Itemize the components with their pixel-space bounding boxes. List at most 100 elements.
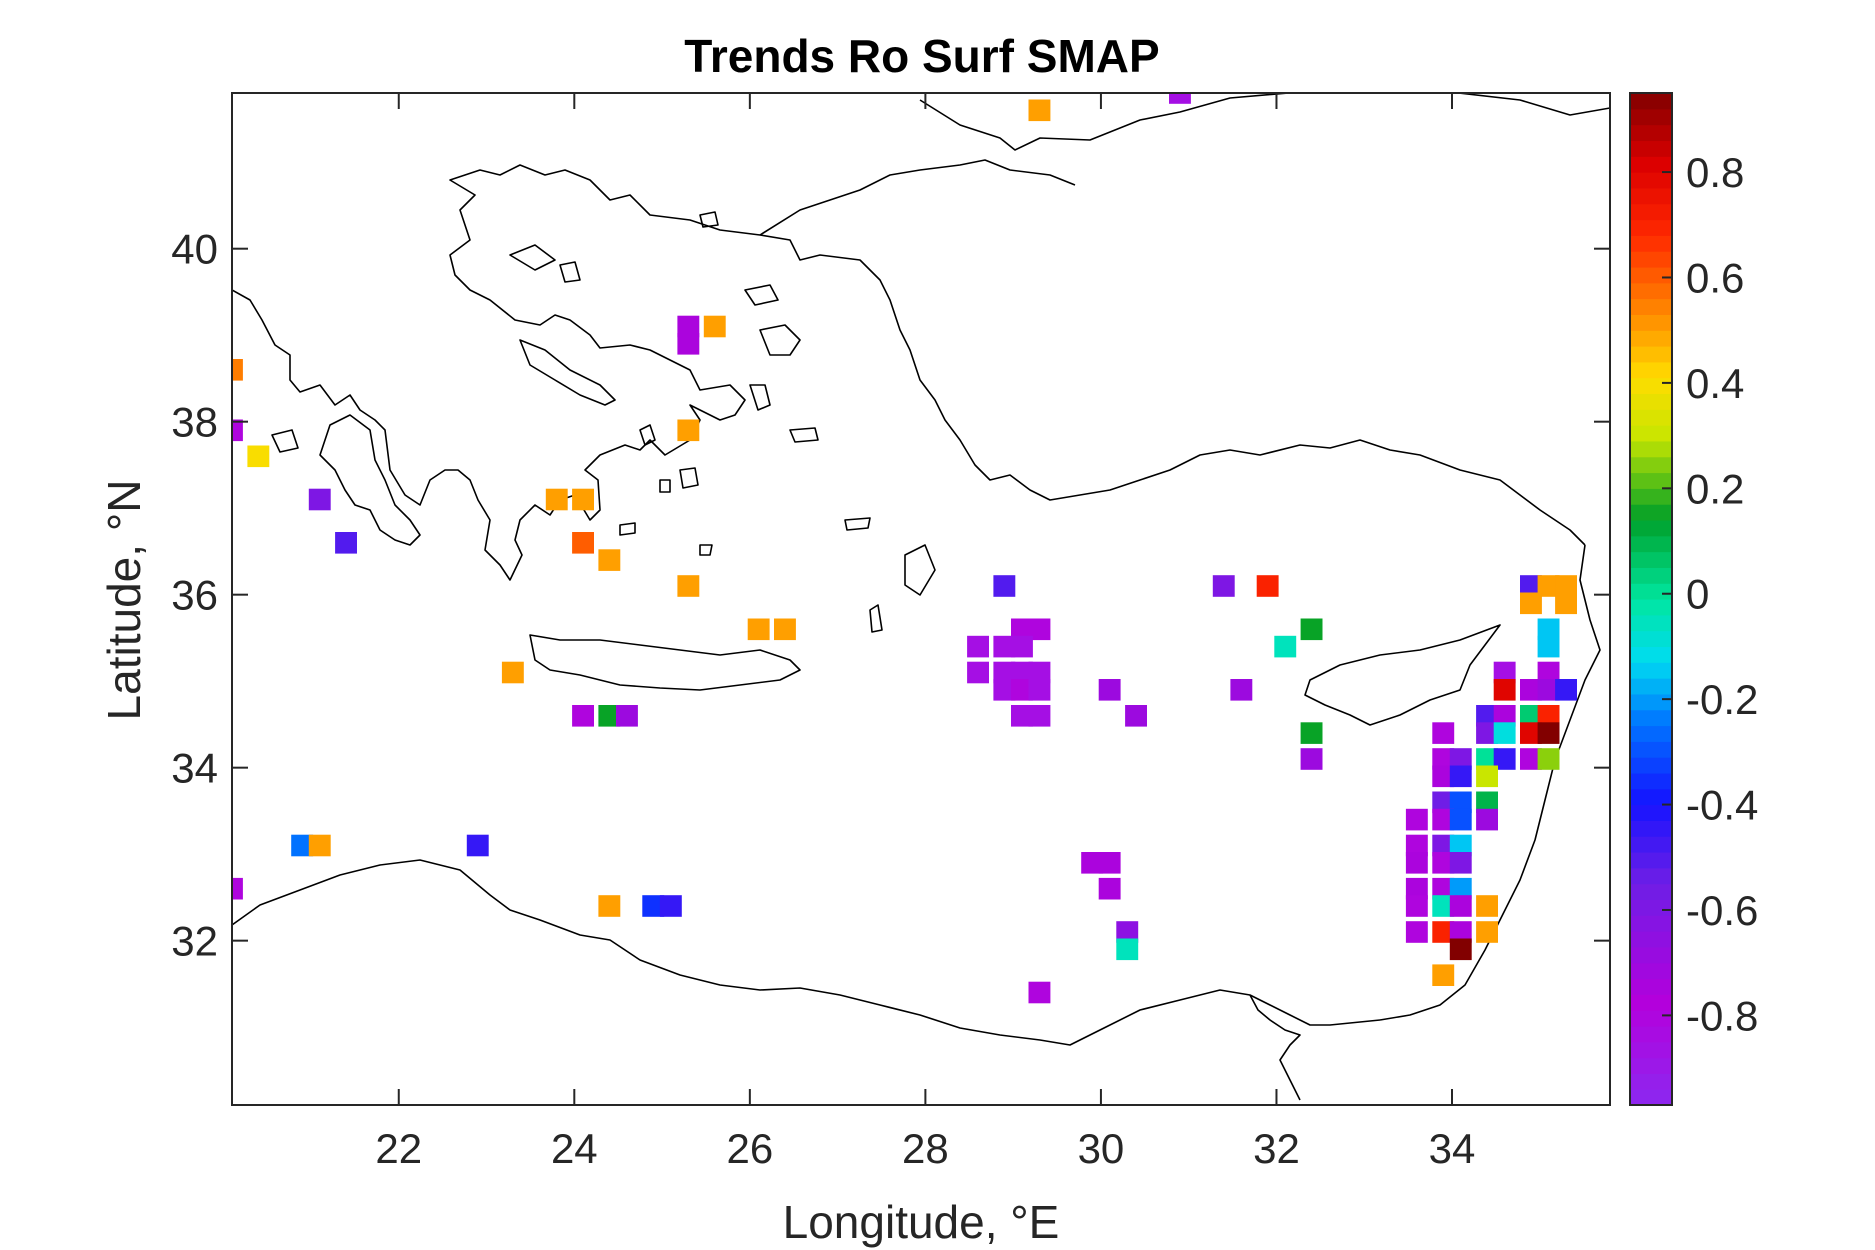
colorbar-segment xyxy=(1630,1025,1672,1043)
trend-cell xyxy=(1476,705,1498,727)
coastline-north-africa xyxy=(232,859,1381,1046)
trend-cell xyxy=(1098,679,1121,701)
trend-cell xyxy=(1028,618,1051,641)
trend-cell xyxy=(1537,575,1560,597)
trend-cell xyxy=(677,419,700,442)
trend-cell xyxy=(1300,748,1323,770)
colorbar-frame xyxy=(1629,92,1673,1106)
trend-cell xyxy=(501,661,524,684)
island-euboea xyxy=(519,339,616,406)
colorbar-segment xyxy=(1630,1041,1672,1059)
y-tick-label: 32 xyxy=(171,918,218,965)
island-chalkidiki-2 xyxy=(559,261,581,283)
colorbar-segment xyxy=(1630,393,1672,410)
trend-cell xyxy=(1011,635,1033,658)
trend-cell xyxy=(1300,618,1323,641)
y-tick-label: 36 xyxy=(171,572,218,619)
trend-cell xyxy=(1520,592,1542,615)
trend-cell xyxy=(747,618,770,641)
trend-cell xyxy=(1449,938,1472,961)
x-tick-label: 28 xyxy=(902,1125,949,1172)
colorbar-segment xyxy=(1630,788,1672,806)
x-tick-label: 26 xyxy=(726,1125,773,1172)
trend-cell xyxy=(616,705,638,727)
colorbar-segment xyxy=(1630,251,1672,268)
colorbar-tick-label: 0.2 xyxy=(1686,465,1744,512)
trend-cell xyxy=(1476,722,1498,744)
x-tick-label: 30 xyxy=(1078,1125,1125,1172)
trend-cell xyxy=(1476,895,1498,917)
colorbar-tick-label: -0.6 xyxy=(1686,887,1758,934)
trend-cell xyxy=(1405,877,1428,900)
trend-cell xyxy=(1432,852,1455,874)
trend-cell xyxy=(1449,921,1472,943)
island-lesbos xyxy=(759,324,801,356)
colorbar-segment xyxy=(1630,915,1672,932)
trend-cell xyxy=(1537,705,1560,727)
x-tick-label: 24 xyxy=(551,1125,598,1172)
trend-cell xyxy=(1432,765,1455,788)
trend-cell xyxy=(1493,705,1516,727)
island-karpathos xyxy=(869,604,883,633)
x-axis: 22 24 26 28 30 32 34 xyxy=(375,93,1475,1172)
trend-cell xyxy=(1256,575,1279,597)
colorbar-segment xyxy=(1630,156,1672,173)
x-tick-label: 22 xyxy=(375,1125,422,1172)
colorbar-segment xyxy=(1630,931,1672,948)
colorbar-segment xyxy=(1630,962,1672,980)
trend-cell xyxy=(335,532,357,554)
colorbar-segment xyxy=(1630,599,1672,616)
colorbar-segment xyxy=(1630,187,1672,205)
colorbar-tick-label: -0.4 xyxy=(1686,782,1758,829)
trend-cells-layer xyxy=(232,93,1577,1004)
trend-cell xyxy=(291,834,314,857)
colorbar-segment xyxy=(1630,820,1672,837)
colorbar-segment xyxy=(1630,488,1672,505)
trend-cell xyxy=(677,575,700,597)
coastline-nile-delta xyxy=(1249,994,1301,1101)
trend-cell xyxy=(1555,592,1577,615)
trend-cell xyxy=(232,419,243,442)
colorbar-segment xyxy=(1630,867,1672,885)
x-axis-label: Longitude, °E xyxy=(783,1196,1060,1248)
trend-cell xyxy=(1449,895,1472,917)
trend-cell xyxy=(1432,791,1455,814)
trend-cell xyxy=(545,488,568,511)
colorbar-segment xyxy=(1630,709,1672,727)
trend-cell xyxy=(1476,921,1498,943)
colorbar-segment xyxy=(1630,219,1672,236)
island-kos xyxy=(844,517,871,531)
y-tick-label: 38 xyxy=(171,399,218,446)
trend-cell xyxy=(1125,705,1147,727)
y-axis-label: Latitude, °N xyxy=(98,480,150,721)
colorbar-segment xyxy=(1630,235,1672,252)
trend-cell xyxy=(1081,852,1104,874)
y-tick-label: 40 xyxy=(171,226,218,273)
trend-cell xyxy=(572,488,594,511)
trend-cell xyxy=(1028,981,1051,1004)
colorbar-segment xyxy=(1630,504,1672,521)
colorbar-segment xyxy=(1630,409,1672,426)
trend-cell xyxy=(308,488,331,511)
trend-cell xyxy=(1537,679,1560,701)
colorbar-segment xyxy=(1630,725,1672,742)
trend-cell xyxy=(993,635,1016,658)
colorbar-segment xyxy=(1630,646,1672,663)
trend-cell xyxy=(774,618,796,641)
coastline-black-sea xyxy=(919,93,1610,151)
trend-cell xyxy=(1520,705,1542,727)
trend-cell xyxy=(1432,964,1455,986)
trend-cell xyxy=(1537,635,1560,658)
trend-cell xyxy=(247,445,270,468)
colorbar-segment xyxy=(1630,282,1672,300)
trend-cell xyxy=(677,333,700,355)
colorbar-segment xyxy=(1630,978,1672,995)
trend-cell xyxy=(1432,722,1455,744)
colorbar-segment xyxy=(1630,836,1672,853)
colorbar-tick-label: 0.6 xyxy=(1686,254,1744,301)
trend-cell xyxy=(1098,852,1121,874)
trend-cell xyxy=(1537,748,1560,770)
colorbar-ticks: -0.8 -0.6 -0.4 -0.2 0 0.2 0.4 0.6 0.8 xyxy=(1662,149,1758,1039)
island-milos xyxy=(619,522,636,536)
colorbar-segment xyxy=(1630,266,1672,284)
